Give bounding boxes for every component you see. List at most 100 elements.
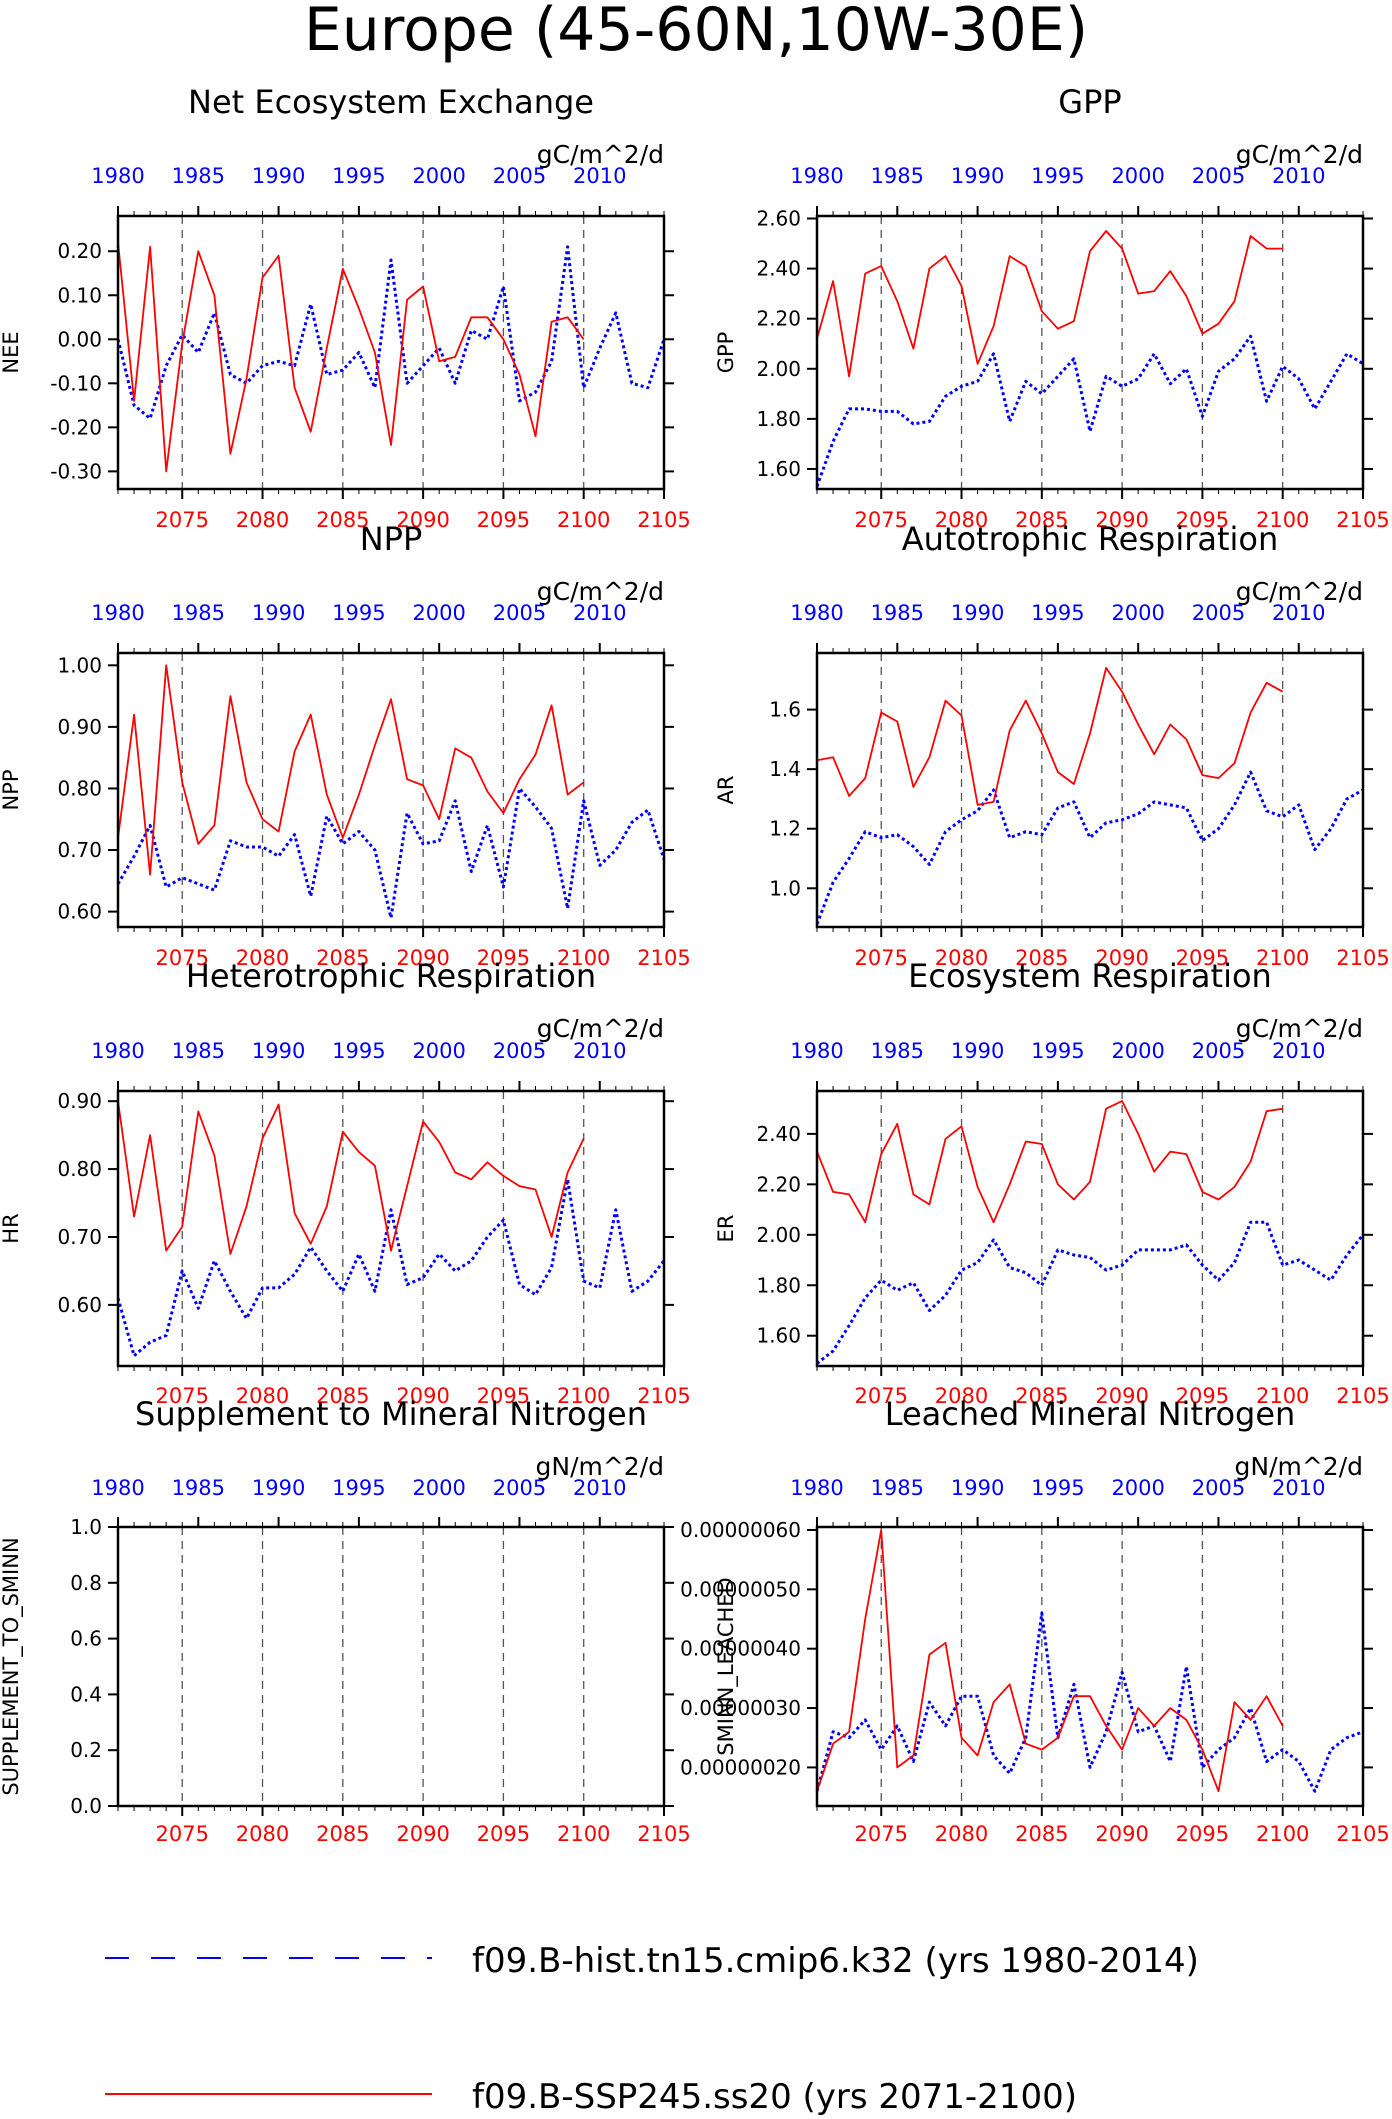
bottom-x-tick-label: 2100	[1256, 508, 1309, 532]
top-x-tick-label: 2000	[1111, 164, 1164, 188]
panel-title: Ecosystem Respiration	[908, 957, 1272, 995]
y-tick-label: 0.90	[57, 1089, 102, 1113]
bottom-x-tick-label: 2075	[156, 1384, 209, 1408]
y-tick-label: 0.20	[57, 239, 102, 263]
top-x-tick-label: 1985	[871, 164, 924, 188]
top-x-tick-label: 2000	[412, 601, 465, 625]
panel-title: Supplement to Mineral Nitrogen	[135, 1395, 647, 1433]
panel-8: Leached Mineral Nitrogen gN/m^2/d 1980 1985…	[680, 1395, 1390, 1846]
top-x-tick-label: 2005	[493, 601, 546, 625]
plot-frame	[116, 1089, 666, 1368]
legend: f09.B-hist.tn15.cmip6.k32 (yrs 1980-2014…	[105, 1941, 1199, 2117]
figure-title: Europe (45-60N,10W-30E)	[304, 0, 1088, 65]
bottom-x-tick-label: 2085	[316, 1822, 369, 1846]
bottom-x-tick-label: 2075	[855, 1384, 908, 1408]
y-tick-label: 0.60	[57, 1293, 102, 1317]
panel-title: Net Ecosystem Exchange	[188, 83, 594, 121]
y-tick-label: 0.70	[57, 838, 102, 862]
y-tick-label: 0.8	[70, 1571, 102, 1595]
panel-3: NPP gC/m^2/d 1980 1985 1990 1995 2000 2005 2010 2…	[0, 520, 691, 970]
y-tick-label: 0.00000020	[680, 1755, 801, 1779]
y-tick-label: 1.6	[769, 698, 801, 722]
bottom-x-tick-label: 2100	[1256, 1822, 1309, 1846]
bottom-x-tick-label: 2080	[935, 1822, 988, 1846]
bottom-x-tick-label: 2105	[637, 946, 690, 970]
bottom-x-tick-label: 2105	[1336, 1384, 1389, 1408]
units-label: gN/m^2/d	[536, 1452, 665, 1481]
y-tick-label: 0.2	[70, 1738, 102, 1762]
bottom-x-tick-label: 2095	[1176, 1822, 1229, 1846]
y-tick-label: 1.2	[769, 817, 801, 841]
y-tick-label: 2.20	[756, 1172, 801, 1196]
top-x-tick-label: 1980	[790, 1039, 843, 1063]
y-axis-label: SMINN_LEACHED	[714, 1577, 739, 1755]
units-label: gC/m^2/d	[1236, 1014, 1363, 1043]
y-tick-label: -0.20	[50, 415, 102, 439]
bottom-x-tick-label: 2080	[236, 946, 289, 970]
bottom-x-tick-label: 2075	[855, 508, 908, 532]
panel-title: Heterotrophic Respiration	[186, 957, 596, 995]
top-x-tick-label: 2005	[493, 1039, 546, 1063]
plot-frame	[815, 1525, 1365, 1808]
top-x-tick-label: 1985	[172, 1039, 225, 1063]
top-x-tick-label: 2010	[1272, 1039, 1325, 1063]
top-x-tick-label: 1995	[1031, 164, 1084, 188]
top-x-tick-label: 1990	[951, 1476, 1004, 1500]
y-tick-label: 0.90	[57, 715, 102, 739]
bottom-x-tick-label: 2090	[1095, 1384, 1148, 1408]
plot-frame	[116, 651, 666, 929]
plot-frame	[815, 651, 1365, 929]
y-tick-label: 1.0	[70, 1515, 102, 1539]
bottom-x-tick-label: 2105	[1336, 1822, 1389, 1846]
bottom-x-tick-label: 2095	[1176, 1384, 1229, 1408]
y-tick-label: 0.4	[70, 1682, 102, 1706]
top-x-tick-label: 1995	[332, 1476, 385, 1500]
bottom-x-tick-label: 2095	[477, 946, 530, 970]
y-axis-label: HR	[0, 1213, 23, 1243]
bottom-x-tick-label: 2105	[1336, 946, 1389, 970]
bottom-x-tick-label: 2085	[1015, 1384, 1068, 1408]
y-tick-label: 0.00000060	[680, 1518, 801, 1542]
plot-frame	[116, 214, 666, 491]
top-x-tick-label: 2005	[1192, 1476, 1245, 1500]
top-x-tick-label: 1995	[1031, 1039, 1084, 1063]
top-x-tick-label: 1995	[1031, 1476, 1084, 1500]
top-x-tick-label: 2000	[412, 164, 465, 188]
bottom-x-tick-label: 2085	[316, 1384, 369, 1408]
y-tick-label: 0.80	[57, 776, 102, 800]
top-x-tick-label: 2005	[493, 164, 546, 188]
bottom-x-tick-label: 2105	[637, 1384, 690, 1408]
top-x-tick-label: 2000	[1111, 1476, 1164, 1500]
top-x-tick-label: 1990	[252, 1039, 305, 1063]
top-x-tick-label: 1990	[951, 164, 1004, 188]
top-x-tick-label: 1980	[790, 164, 843, 188]
y-tick-label: 0.80	[57, 1157, 102, 1181]
y-tick-label: 0.00000030	[680, 1696, 801, 1720]
top-x-tick-label: 2010	[573, 601, 626, 625]
bottom-x-tick-label: 2090	[396, 508, 449, 532]
plot-frame	[815, 1089, 1365, 1368]
y-tick-label: 2.00	[756, 357, 801, 381]
y-tick-label: -0.10	[50, 371, 102, 395]
top-x-tick-label: 1980	[790, 601, 843, 625]
top-x-tick-label: 1985	[871, 601, 924, 625]
top-x-tick-label: 2010	[1272, 601, 1325, 625]
top-x-tick-label: 1985	[871, 1476, 924, 1500]
y-tick-label: 2.20	[756, 307, 801, 331]
y-tick-label: 2.40	[756, 257, 801, 281]
top-x-tick-label: 1995	[1031, 601, 1084, 625]
series-ssp-line	[117, 664, 585, 876]
series-ssp-line	[816, 1529, 1284, 1793]
panel-title: GPP	[1058, 83, 1121, 121]
series-hist-line	[815, 1611, 1364, 1793]
top-x-tick-label: 2005	[1192, 601, 1245, 625]
series-hist-line	[116, 245, 666, 420]
bottom-x-tick-label: 2100	[557, 508, 610, 532]
top-x-tick-label: 1985	[172, 1476, 225, 1500]
bottom-x-tick-label: 2100	[1256, 1384, 1309, 1408]
panel-1: Net Ecosystem Exchange gC/m^2/d 1980 1985 19…	[0, 83, 691, 532]
y-tick-label: 2.40	[756, 1122, 801, 1146]
series-hist-line	[816, 1220, 1365, 1365]
bottom-x-tick-label: 2090	[396, 1384, 449, 1408]
